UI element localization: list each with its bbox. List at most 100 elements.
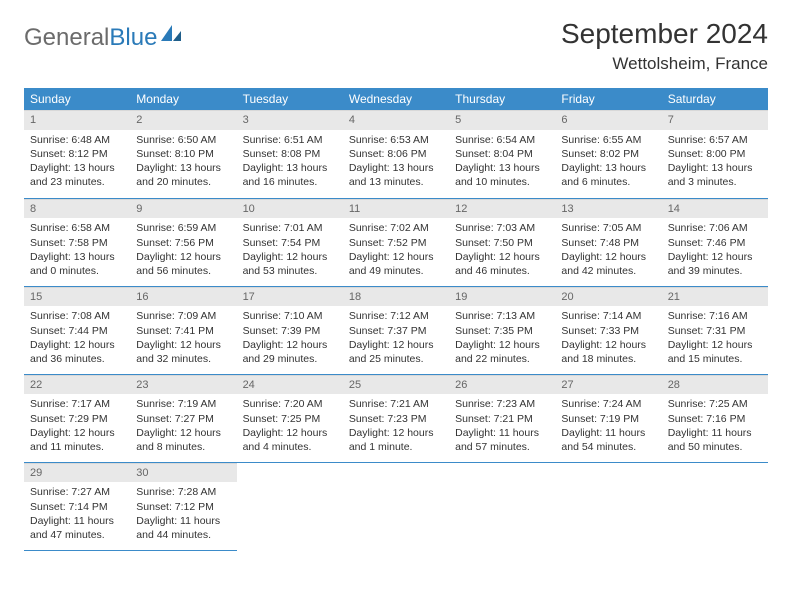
day-body: Sunrise: 6:51 AMSunset: 8:08 PMDaylight:… <box>237 130 343 195</box>
day-number: 29 <box>24 463 130 483</box>
daylight-line2: and 6 minutes. <box>561 175 655 189</box>
day-body: Sunrise: 7:10 AMSunset: 7:39 PMDaylight:… <box>237 306 343 371</box>
daylight-line2: and 15 minutes. <box>668 352 762 366</box>
sunrise-text: Sunrise: 6:59 AM <box>136 221 230 235</box>
daylight-line2: and 56 minutes. <box>136 264 230 278</box>
daylight-line2: and 1 minute. <box>349 440 443 454</box>
sunrise-text: Sunrise: 7:19 AM <box>136 397 230 411</box>
day-body: Sunrise: 6:57 AMSunset: 8:00 PMDaylight:… <box>662 130 768 195</box>
day-number: 12 <box>449 199 555 219</box>
sunset-text: Sunset: 7:16 PM <box>668 412 762 426</box>
calendar-day-cell: 9Sunrise: 6:59 AMSunset: 7:56 PMDaylight… <box>130 198 236 286</box>
logo-text-blue: Blue <box>109 24 157 52</box>
sunset-text: Sunset: 7:14 PM <box>30 500 124 514</box>
sunset-text: Sunset: 7:29 PM <box>30 412 124 426</box>
daylight-line2: and 42 minutes. <box>561 264 655 278</box>
calendar-day-cell: 23Sunrise: 7:19 AMSunset: 7:27 PMDayligh… <box>130 374 236 462</box>
sunset-text: Sunset: 7:21 PM <box>455 412 549 426</box>
sunrise-text: Sunrise: 6:53 AM <box>349 133 443 147</box>
calendar-day-cell: 15Sunrise: 7:08 AMSunset: 7:44 PMDayligh… <box>24 286 130 374</box>
sunset-text: Sunset: 7:37 PM <box>349 324 443 338</box>
daylight-line2: and 47 minutes. <box>30 528 124 542</box>
day-number: 28 <box>662 375 768 395</box>
sunrise-text: Sunrise: 7:20 AM <box>243 397 337 411</box>
daylight-line1: Daylight: 12 hours <box>561 250 655 264</box>
day-number: 24 <box>237 375 343 395</box>
daylight-line1: Daylight: 11 hours <box>136 514 230 528</box>
calendar-day-cell: 28Sunrise: 7:25 AMSunset: 7:16 PMDayligh… <box>662 374 768 462</box>
calendar-week-row: 8Sunrise: 6:58 AMSunset: 7:58 PMDaylight… <box>24 198 768 286</box>
header: GeneralBlue September 2024 Wettolsheim, … <box>24 18 768 74</box>
day-body: Sunrise: 7:28 AMSunset: 7:12 PMDaylight:… <box>130 482 236 547</box>
daylight-line1: Daylight: 12 hours <box>136 250 230 264</box>
daylight-line2: and 10 minutes. <box>455 175 549 189</box>
sunrise-text: Sunrise: 7:06 AM <box>668 221 762 235</box>
day-body: Sunrise: 6:58 AMSunset: 7:58 PMDaylight:… <box>24 218 130 283</box>
daylight-line2: and 49 minutes. <box>349 264 443 278</box>
sunset-text: Sunset: 8:08 PM <box>243 147 337 161</box>
sunset-text: Sunset: 7:12 PM <box>136 500 230 514</box>
sunrise-text: Sunrise: 7:05 AM <box>561 221 655 235</box>
day-number: 8 <box>24 199 130 219</box>
sunrise-text: Sunrise: 7:13 AM <box>455 309 549 323</box>
daylight-line1: Daylight: 13 hours <box>30 250 124 264</box>
calendar-day-cell: 10Sunrise: 7:01 AMSunset: 7:54 PMDayligh… <box>237 198 343 286</box>
sunrise-text: Sunrise: 7:28 AM <box>136 485 230 499</box>
sunset-text: Sunset: 7:48 PM <box>561 236 655 250</box>
day-body: Sunrise: 6:59 AMSunset: 7:56 PMDaylight:… <box>130 218 236 283</box>
sunset-text: Sunset: 7:52 PM <box>349 236 443 250</box>
dow-tuesday: Tuesday <box>237 88 343 110</box>
calendar-day-cell: 4Sunrise: 6:53 AMSunset: 8:06 PMDaylight… <box>343 110 449 198</box>
sunrise-text: Sunrise: 6:50 AM <box>136 133 230 147</box>
calendar-day-cell: 18Sunrise: 7:12 AMSunset: 7:37 PMDayligh… <box>343 286 449 374</box>
sunrise-text: Sunrise: 7:21 AM <box>349 397 443 411</box>
sunrise-text: Sunrise: 6:55 AM <box>561 133 655 147</box>
sunset-text: Sunset: 8:02 PM <box>561 147 655 161</box>
day-body: Sunrise: 6:54 AMSunset: 8:04 PMDaylight:… <box>449 130 555 195</box>
daylight-line2: and 23 minutes. <box>30 175 124 189</box>
day-number: 7 <box>662 110 768 130</box>
day-number: 13 <box>555 199 661 219</box>
daylight-line2: and 32 minutes. <box>136 352 230 366</box>
calendar-table: Sunday Monday Tuesday Wednesday Thursday… <box>24 88 768 551</box>
daylight-line2: and 53 minutes. <box>243 264 337 278</box>
sunset-text: Sunset: 7:39 PM <box>243 324 337 338</box>
day-number: 30 <box>130 463 236 483</box>
dow-monday: Monday <box>130 88 236 110</box>
daylight-line1: Daylight: 12 hours <box>136 338 230 352</box>
daylight-line2: and 4 minutes. <box>243 440 337 454</box>
day-body: Sunrise: 7:06 AMSunset: 7:46 PMDaylight:… <box>662 218 768 283</box>
calendar-week-row: 1Sunrise: 6:48 AMSunset: 8:12 PMDaylight… <box>24 110 768 198</box>
sunset-text: Sunset: 8:06 PM <box>349 147 443 161</box>
calendar-empty-cell <box>343 462 449 550</box>
calendar-day-cell: 2Sunrise: 6:50 AMSunset: 8:10 PMDaylight… <box>130 110 236 198</box>
daylight-line1: Daylight: 12 hours <box>349 426 443 440</box>
daylight-line1: Daylight: 11 hours <box>668 426 762 440</box>
sunrise-text: Sunrise: 7:16 AM <box>668 309 762 323</box>
dow-friday: Friday <box>555 88 661 110</box>
day-number: 9 <box>130 199 236 219</box>
sunset-text: Sunset: 7:50 PM <box>455 236 549 250</box>
calendar-day-cell: 12Sunrise: 7:03 AMSunset: 7:50 PMDayligh… <box>449 198 555 286</box>
calendar-day-cell: 24Sunrise: 7:20 AMSunset: 7:25 PMDayligh… <box>237 374 343 462</box>
calendar-empty-cell <box>555 462 661 550</box>
sunrise-text: Sunrise: 6:57 AM <box>668 133 762 147</box>
calendar-day-cell: 17Sunrise: 7:10 AMSunset: 7:39 PMDayligh… <box>237 286 343 374</box>
day-body: Sunrise: 7:24 AMSunset: 7:19 PMDaylight:… <box>555 394 661 459</box>
calendar-day-cell: 30Sunrise: 7:28 AMSunset: 7:12 PMDayligh… <box>130 462 236 550</box>
daylight-line2: and 18 minutes. <box>561 352 655 366</box>
sunset-text: Sunset: 8:04 PM <box>455 147 549 161</box>
daylight-line2: and 11 minutes. <box>30 440 124 454</box>
daylight-line2: and 3 minutes. <box>668 175 762 189</box>
daylight-line1: Daylight: 13 hours <box>561 161 655 175</box>
daylight-line1: Daylight: 13 hours <box>668 161 762 175</box>
sunset-text: Sunset: 7:31 PM <box>668 324 762 338</box>
day-number: 21 <box>662 287 768 307</box>
day-number: 6 <box>555 110 661 130</box>
daylight-line1: Daylight: 11 hours <box>561 426 655 440</box>
day-number: 25 <box>343 375 449 395</box>
sunrise-text: Sunrise: 7:02 AM <box>349 221 443 235</box>
dow-thursday: Thursday <box>449 88 555 110</box>
title-block: September 2024 Wettolsheim, France <box>561 18 768 74</box>
day-body: Sunrise: 7:02 AMSunset: 7:52 PMDaylight:… <box>343 218 449 283</box>
